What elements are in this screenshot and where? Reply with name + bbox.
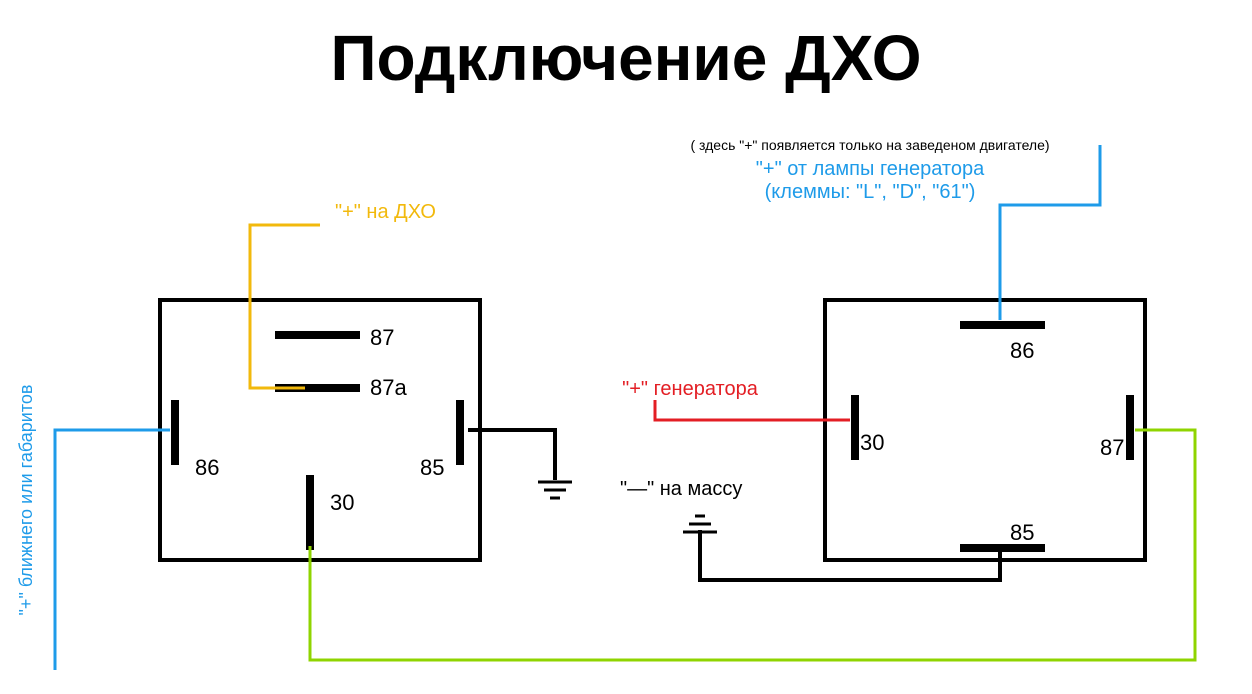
wire-red-generator <box>655 400 850 420</box>
label-gen-plus: "+" генератора <box>622 378 759 400</box>
relay-left-pin-87-label: 87 <box>370 325 394 350</box>
label-dho: "+" на ДХО <box>335 201 436 223</box>
diagram-title: Подключение ДХО <box>330 22 921 94</box>
ground-symbol-right <box>683 516 717 532</box>
relay-left-pin-87a-label: 87a <box>370 375 407 400</box>
wire-yellow-dho <box>250 225 320 388</box>
relay-right-pin-86-label: 86 <box>1010 338 1034 363</box>
relay-right-pin-87-label: 87 <box>1100 435 1124 460</box>
label-side-lights: "+" ближнего или габаритов <box>16 385 36 616</box>
label-gen-lamp-2: (клеммы: "L", "D", "61") <box>765 181 976 203</box>
relay-right-pin-85-label: 85 <box>1010 520 1034 545</box>
wire-blue-left <box>55 430 170 670</box>
wire-ground-right <box>700 530 1000 580</box>
relay-left-pin-86-label: 86 <box>195 455 219 480</box>
label-engine-note: ( здесь "+" появляется только на заведен… <box>690 137 1049 153</box>
label-gen-lamp-1: "+" от лампы генератора <box>756 158 985 180</box>
relay-left-pin-30-label: 30 <box>330 490 354 515</box>
ground-symbol-left <box>538 482 572 498</box>
relay-right-pin-30-label: 30 <box>860 430 884 455</box>
label-ground: "—" на массу <box>620 478 742 500</box>
wire-blue-right <box>1000 145 1100 320</box>
relay-left-pin-85-label: 85 <box>420 455 444 480</box>
